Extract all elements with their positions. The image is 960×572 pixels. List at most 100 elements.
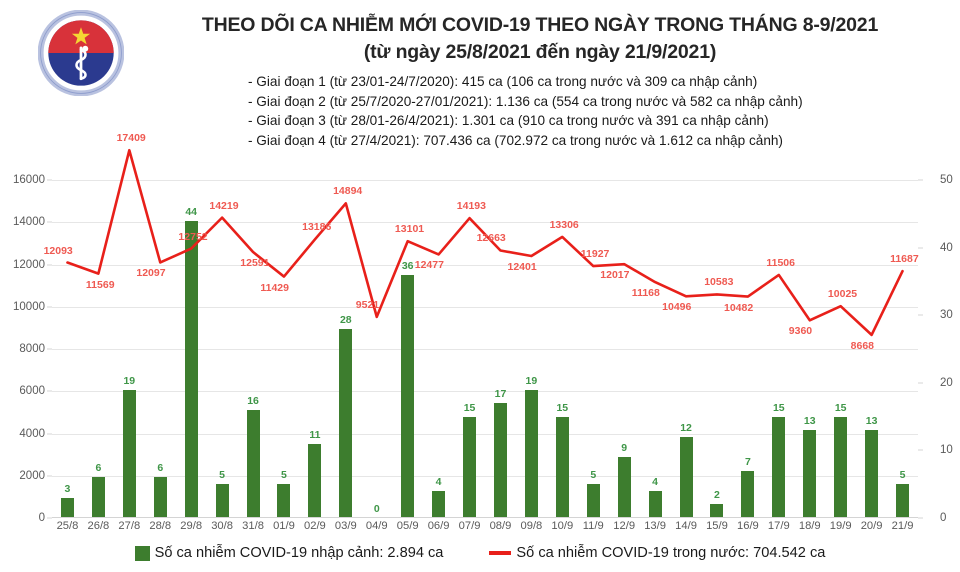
line-value-label: 10025 (827, 288, 858, 301)
bar-11-9[interactable] (586, 484, 600, 518)
bar-value-label: 13 (865, 415, 878, 428)
line-value-label: 11168 (631, 287, 660, 300)
line-value-label: 9360 (788, 325, 813, 338)
bar-16-9[interactable] (741, 470, 755, 518)
x-axis-tick-16-9: 16/9 (737, 520, 759, 532)
chart-plot-area: 0 2000 4000 6000 8000 10000 12000 14000 16000 0 1… (13, 132, 953, 524)
phase-1-summary: - Giai đoạn 1 (từ 23/01-24/7/2020): 415 … (248, 74, 758, 89)
x-axis-date-labels: 25/8 26/8 27/8 28/8 29/8 30/8 31/8 01/9 02/9 03/9… (52, 520, 918, 540)
bar-value-label: 9 (621, 442, 628, 455)
y-axis-left-tick-mark (47, 264, 52, 265)
phase-summary-list: - Giai đoạn 1 (từ 23/01-24/7/2020): 415 … (130, 72, 950, 150)
bar-value-label: 7 (744, 455, 751, 468)
bar-value-label: 5 (219, 469, 226, 482)
bar-value-label: 19 (123, 374, 136, 387)
bar-05-9[interactable] (401, 274, 415, 518)
line-value-label: 14193 (456, 200, 486, 213)
bar-12-9[interactable] (617, 457, 631, 518)
bar-10-9[interactable] (555, 416, 569, 518)
y-axis-left-tick-mark (47, 306, 52, 308)
bar-13-9[interactable] (648, 490, 662, 518)
line-value-label: 10496 (662, 301, 692, 314)
y-axis-left-tick: 2000 (19, 469, 45, 482)
bar-20-9[interactable] (865, 430, 879, 518)
x-axis-tick-12-9: 12/9 (613, 520, 636, 532)
bar-value-label: 5 (281, 469, 287, 482)
bar-value-label: 6 (95, 462, 102, 475)
bar-02-9[interactable] (308, 443, 322, 518)
bar-26-8[interactable] (91, 477, 105, 518)
y-axis-left-tick-mark (47, 179, 52, 181)
y-axis-left-tick: 16000 (13, 174, 45, 186)
page-title-line-2: (từ ngày 25/8/2021 đến ngày 21/9/2021) (363, 41, 717, 63)
bar-value-label: 19 (525, 374, 538, 387)
bar-28-8[interactable] (153, 477, 167, 518)
bar-value-label: 6 (157, 462, 164, 475)
bar-18-9[interactable] (803, 430, 817, 518)
bar-07-9[interactable] (463, 416, 477, 518)
bar-27-8[interactable] (122, 389, 136, 518)
bar-30-8[interactable] (215, 484, 229, 518)
bar-25-8[interactable] (60, 497, 74, 518)
line-value-label: 12093 (43, 244, 73, 257)
bar-09-8[interactable] (524, 389, 538, 518)
bar-31-8[interactable] (246, 409, 260, 518)
y-axis-right-tick: 10 (940, 444, 953, 457)
bar-17-9[interactable] (772, 416, 786, 518)
x-axis-tick-04-9: 04/9 (365, 520, 388, 532)
phase-3-summary: - Giai đoạn 3 (từ 28/01-26/4/2021): 1.30… (248, 113, 769, 128)
bar-value-label: 15 (556, 401, 569, 414)
line-value-label: 8668 (850, 339, 875, 352)
ministry-of-health-logo-icon (37, 9, 125, 97)
legend-item-domestic-cases[interactable]: Số ca nhiễm COVID-19 trong nước: 704.542… (489, 545, 825, 561)
x-axis-tick-25-8: 25/8 (56, 520, 79, 532)
y-axis-left-tick-mark (47, 517, 52, 519)
x-axis-tick-14-9: 14/9 (675, 520, 697, 532)
x-axis-tick-17-9: 17/9 (767, 520, 790, 532)
bar-29-8[interactable] (184, 220, 198, 518)
legend-item-imported-cases[interactable]: Số ca nhiễm COVID-19 nhập cảnh: 2.894 ca (134, 545, 443, 561)
bar-value-label: 4 (435, 475, 442, 488)
bar-value-label: 44 (185, 205, 198, 218)
x-axis-tick-20-9: 20/9 (860, 520, 883, 532)
bar-01-9[interactable] (277, 484, 291, 518)
line-value-label: 10482 (724, 301, 754, 314)
chart-legend: Số ca nhiễm COVID-19 nhập cảnh: 2.894 ca… (0, 545, 960, 561)
bar-value-label: 11 (309, 428, 321, 441)
bar-08-9[interactable] (493, 403, 507, 518)
x-axis-tick-08-9: 08/9 (489, 520, 512, 532)
y-axis-left-tick-mark (47, 348, 52, 350)
x-axis-tick-10-9: 10/9 (551, 520, 574, 532)
y-axis-right-tick-mark (918, 314, 923, 316)
x-axis-tick-02-9: 02/9 (304, 520, 326, 532)
bar-03-9[interactable] (339, 328, 353, 518)
x-axis-tick-07-9: 07/9 (458, 520, 481, 532)
y-axis-left-tick: 6000 (19, 385, 45, 398)
bar-14-9[interactable] (679, 436, 693, 518)
bar-06-9[interactable] (432, 490, 446, 518)
line-value-label: 11569 (85, 278, 115, 291)
bar-15-9[interactable] (710, 504, 724, 518)
line-value-label: 12097 (136, 267, 166, 280)
x-axis-tick-31-8: 31/8 (242, 520, 264, 532)
line-value-label: 11429 (260, 281, 289, 294)
y-axis-left-tick: 8000 (19, 343, 45, 355)
bar-19-9[interactable] (834, 416, 848, 518)
bar-value-label: 4 (652, 475, 659, 488)
x-axis-tick-13-9: 13/9 (644, 520, 666, 532)
x-axis-tick-28-8: 28/8 (149, 520, 172, 532)
gridline (52, 222, 918, 224)
line-value-label: 11506 (766, 256, 795, 269)
line-value-label: 13306 (549, 218, 579, 231)
page-title-line-1: THEO DÕI CA NHIỄM MỚI COVID-19 THEO NGÀY… (201, 14, 879, 36)
y-axis-left-tick: 10000 (13, 300, 45, 313)
y-axis-left-tick: 14000 (13, 216, 45, 229)
gridline (52, 475, 918, 477)
bar-21-9[interactable] (896, 484, 910, 518)
x-axis-tick-15-9: 15/9 (706, 520, 728, 532)
line-value-label: 17409 (116, 132, 146, 145)
line-value-label: 11927 (580, 248, 610, 261)
line-value-label: 13101 (394, 223, 425, 236)
phase-2-summary: - Giai đoạn 2 (từ 25/7/2020-27/01/2021):… (248, 93, 803, 109)
bar-value-label: 15 (834, 401, 847, 414)
